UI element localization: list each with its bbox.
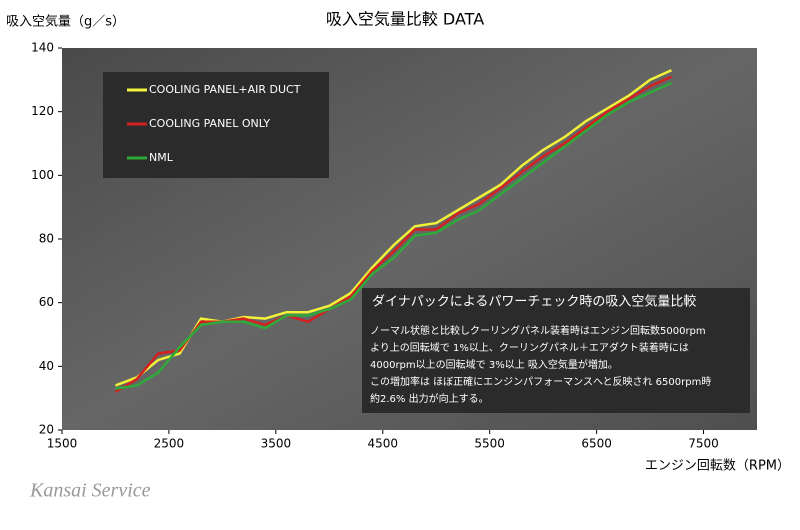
- logo: Kansai Service: [29, 480, 151, 502]
- annotation-line: ノーマル状態と比較しクーリングパネル装着時はエンジン回転数5000rpm: [370, 324, 706, 337]
- y-axis-label: 吸入空気量（g／s）: [6, 14, 125, 30]
- y-tick-label: 40: [39, 359, 54, 373]
- y-tick-label: 80: [39, 232, 54, 246]
- x-tick-label: 7500: [688, 437, 719, 451]
- x-tick-label: 1500: [47, 437, 78, 451]
- x-tick-label: 4500: [367, 437, 398, 451]
- y-tick-label: 140: [31, 41, 54, 55]
- y-tick-label: 120: [31, 104, 54, 118]
- series-line: [115, 81, 672, 390]
- y-tick-label: 100: [31, 168, 54, 182]
- annotation-line: 4000rpm以上の回転域で 3%以上 吸入空気量が増加。: [370, 358, 618, 371]
- series-line: [114, 75, 672, 393]
- legend-label: COOLING PANEL ONLY: [149, 117, 270, 130]
- legend-label: COOLING PANEL+AIR DUCT: [149, 83, 301, 96]
- x-tick-label: 3500: [261, 437, 292, 451]
- annotation-title: ダイナパックによるパワーチェック時の吸入空気量比較: [372, 294, 696, 310]
- annotation-line: 約2.6% 出力が向上する。: [370, 392, 489, 405]
- annotation-line: この増加率は ほぼ正確にエンジンパフォーマンスへと反映され 6500rpm時: [370, 375, 711, 388]
- legend-label: NML: [149, 151, 174, 164]
- chart-title: 吸入空気量比較 DATA: [326, 10, 484, 29]
- x-tick-label: 5500: [474, 437, 505, 451]
- annotation-box: [362, 288, 750, 413]
- y-tick-label: 20: [39, 423, 54, 437]
- annotation-line: より上の回転域で 1%以上、クーリングパネル＋エアダクト装着時には: [370, 341, 689, 354]
- x-tick-label: 2500: [154, 437, 185, 451]
- y-tick-label: 60: [39, 295, 54, 309]
- x-axis-label: エンジン回転数（RPM）: [645, 459, 790, 474]
- x-tick-label: 6500: [581, 437, 612, 451]
- series-line: [115, 69, 672, 387]
